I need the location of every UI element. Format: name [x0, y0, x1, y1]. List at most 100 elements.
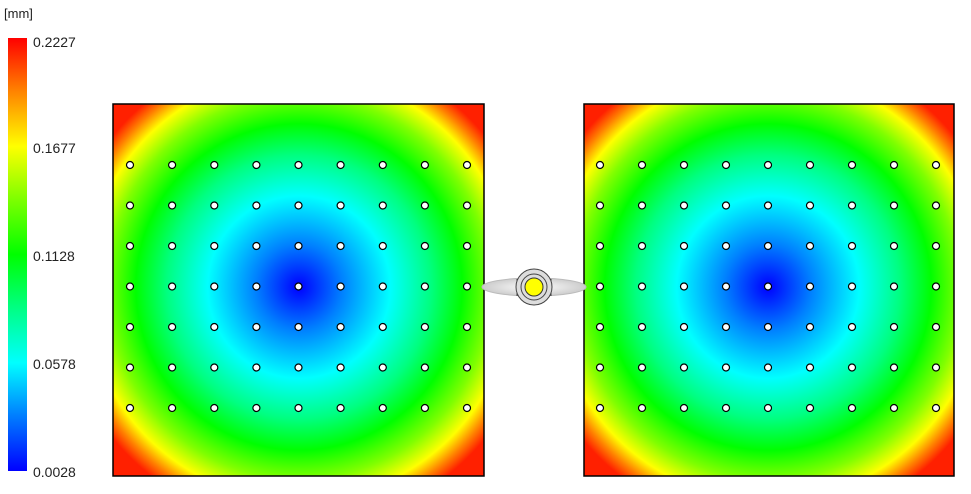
right-pin [805, 201, 815, 210]
left-pin [462, 241, 472, 251]
right-plate [583, 103, 955, 477]
legend-tick-min: 0.0028 [33, 464, 76, 480]
left-pin [420, 322, 429, 332]
right-pin [931, 403, 941, 413]
left-pin [462, 201, 472, 210]
right-pin [637, 403, 647, 413]
right-pin [679, 241, 689, 251]
left-pin [252, 363, 261, 372]
left-pin [210, 363, 219, 372]
right-pin [805, 282, 815, 291]
right-pin [595, 241, 605, 251]
right-pin [805, 363, 815, 372]
left-pin [378, 403, 387, 413]
left-pin [462, 363, 472, 372]
right-pin [763, 322, 773, 332]
left-pin [336, 403, 345, 413]
left-pin [252, 160, 261, 170]
left-pin [210, 160, 219, 170]
right-pin [847, 322, 857, 332]
left-pin [462, 403, 472, 413]
left-pin [378, 282, 387, 291]
left-pin [210, 241, 219, 251]
left-pin [420, 160, 429, 170]
right-pin [763, 201, 773, 210]
left-pin [168, 201, 177, 210]
right-pin [931, 241, 941, 251]
left-pin [336, 160, 345, 170]
right-pin [721, 322, 731, 332]
left-pin [462, 282, 472, 291]
left-pin [336, 241, 345, 251]
left-pin [252, 241, 261, 251]
left-pin [378, 201, 387, 210]
left-pin [294, 363, 303, 372]
right-pin [889, 241, 899, 251]
left-pin [168, 322, 177, 332]
right-pin [889, 322, 899, 332]
right-pin [721, 363, 731, 372]
legend-tick-4: 0.0578 [33, 356, 76, 372]
legend-tick-max: 0.2227 [33, 34, 76, 50]
right-pin [721, 403, 731, 413]
left-pin [420, 282, 429, 291]
right-pin [679, 201, 689, 210]
right-pin [889, 282, 899, 291]
legend-color-bar [8, 38, 27, 471]
right-pin [931, 282, 941, 291]
right-pin [847, 201, 857, 210]
left-pin [420, 241, 429, 251]
left-pin [125, 201, 135, 210]
right-pin [763, 403, 773, 413]
legend-unit: [mm] [4, 6, 33, 21]
right-pin [595, 282, 605, 291]
left-pin [294, 201, 303, 210]
right-pin [889, 201, 899, 210]
left-pin [378, 160, 387, 170]
gate-marker [524, 277, 544, 297]
right-pin [847, 282, 857, 291]
legend-tick-3: 0.1128 [33, 248, 75, 264]
right-pin [595, 403, 605, 413]
right-pin [721, 160, 731, 170]
right-pin [637, 160, 647, 170]
right-pin [595, 201, 605, 210]
right-pin [931, 363, 941, 372]
left-pin [294, 403, 303, 413]
left-pin [294, 241, 303, 251]
left-pin [294, 322, 303, 332]
right-pin [847, 241, 857, 251]
left-pin [210, 201, 219, 210]
left-pin [168, 241, 177, 251]
legend-tick-2: 0.1677 [33, 140, 76, 156]
right-pin [805, 160, 815, 170]
left-pin [252, 403, 261, 413]
left-pin [378, 241, 387, 251]
left-pin [252, 282, 261, 291]
left-pin [420, 201, 429, 210]
left-pin [462, 160, 472, 170]
left-pin [336, 201, 345, 210]
left-pin [252, 322, 261, 332]
right-pin [847, 363, 857, 372]
right-pin-grid [595, 160, 941, 413]
left-pin-grid [125, 160, 472, 413]
right-pin [931, 201, 941, 210]
right-pin [763, 241, 773, 251]
right-pin [637, 241, 647, 251]
left-pin [336, 322, 345, 332]
right-pin [889, 403, 899, 413]
right-pin [805, 241, 815, 251]
right-pin [805, 403, 815, 413]
left-pin [294, 282, 303, 291]
right-pin [721, 241, 731, 251]
left-pin [336, 282, 345, 291]
left-pin [125, 363, 135, 372]
left-pin [462, 322, 472, 332]
right-pin [763, 282, 773, 291]
right-pin [847, 403, 857, 413]
right-pin [595, 363, 605, 372]
left-pin [252, 201, 261, 210]
right-pin [679, 282, 689, 291]
